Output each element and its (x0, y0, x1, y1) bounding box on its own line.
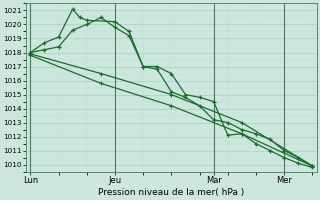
X-axis label: Pression niveau de la mer( hPa ): Pression niveau de la mer( hPa ) (98, 188, 244, 197)
